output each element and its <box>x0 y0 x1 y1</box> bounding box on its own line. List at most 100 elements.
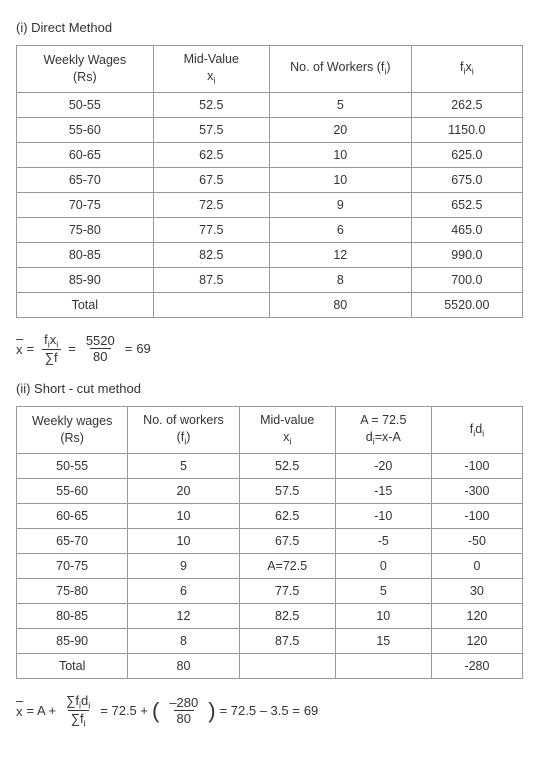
table-row: 65-701067.5-5-50 <box>17 528 523 553</box>
table-cell: 62.5 <box>153 142 269 167</box>
table-cell: 20 <box>269 117 411 142</box>
table-cell: 10 <box>269 142 411 167</box>
table-cell: -280 <box>431 653 522 678</box>
table-cell: 10 <box>128 528 239 553</box>
table-cell: 9 <box>128 553 239 578</box>
table-cell: 77.5 <box>239 578 335 603</box>
table-cell: 85-90 <box>17 628 128 653</box>
table-cell: 85-90 <box>17 267 154 292</box>
table-cell: 10 <box>128 503 239 528</box>
table-row: 70-759A=72.500 <box>17 553 523 578</box>
table-row: Total80-280 <box>17 653 523 678</box>
table-cell: 57.5 <box>153 117 269 142</box>
direct-method-formula: x = fixi ∑f = 5520 80 = 69 <box>16 332 523 366</box>
table-cell: 87.5 <box>239 628 335 653</box>
table-cell: 675.0 <box>411 167 522 192</box>
table-row: 65-7067.510675.0 <box>17 167 523 192</box>
table-cell: 12 <box>269 242 411 267</box>
table-cell: -5 <box>335 528 431 553</box>
table-cell: 82.5 <box>239 603 335 628</box>
table-cell: 20 <box>128 478 239 503</box>
table-cell: 62.5 <box>239 503 335 528</box>
table-cell: 30 <box>431 578 522 603</box>
table-cell: 60-65 <box>17 142 154 167</box>
table-row: 75-8077.56465.0 <box>17 217 523 242</box>
equals: = 72.5 + <box>100 703 148 718</box>
table-row: 60-6562.510625.0 <box>17 142 523 167</box>
table-cell: 0 <box>431 553 522 578</box>
fraction: 5520 80 <box>83 333 118 364</box>
table-row: Total805520.00 <box>17 292 523 317</box>
section-2-title: (ii) Short - cut method <box>16 381 523 396</box>
table-cell: 9 <box>269 192 411 217</box>
table-cell: 120 <box>431 628 522 653</box>
table-cell: 80-85 <box>17 603 128 628</box>
table-cell: -100 <box>431 503 522 528</box>
table-cell: 77.5 <box>153 217 269 242</box>
col-header: No. of workers(fi) <box>128 407 239 454</box>
table-cell: -20 <box>335 453 431 478</box>
table-cell: 80 <box>269 292 411 317</box>
table-cell: Total <box>17 292 154 317</box>
col-header: fixi <box>411 46 522 93</box>
col-header: Mid-Valuexi <box>153 46 269 93</box>
table-cell: Total <box>17 653 128 678</box>
table-cell: -15 <box>335 478 431 503</box>
table-cell: 700.0 <box>411 267 522 292</box>
equals: = A + <box>27 703 57 718</box>
table-header-row: Weekly wages(Rs) No. of workers(fi) Mid-… <box>17 407 523 454</box>
table-cell: 465.0 <box>411 217 522 242</box>
table-cell: 12 <box>128 603 239 628</box>
table-cell: -50 <box>431 528 522 553</box>
paren-open: ( <box>152 700 159 722</box>
table-cell: 52.5 <box>239 453 335 478</box>
table-cell: A=72.5 <box>239 553 335 578</box>
table-row: 50-5552.55262.5 <box>17 92 523 117</box>
shortcut-method-formula: x = A + ∑fidi ∑fi = 72.5 + ( –280 80 ) =… <box>16 693 523 729</box>
table-cell: 65-70 <box>17 167 154 192</box>
table-row: 80-851282.510120 <box>17 603 523 628</box>
table-cell: 70-75 <box>17 192 154 217</box>
step-text: = 72.5 – 3.5 = <box>220 703 300 718</box>
table-row: 85-90887.515120 <box>17 628 523 653</box>
table-row: 60-651062.5-10-100 <box>17 503 523 528</box>
table-cell: 0 <box>335 553 431 578</box>
col-header: fidi <box>431 407 522 454</box>
table-row: 70-7572.59652.5 <box>17 192 523 217</box>
table-row: 85-9087.58700.0 <box>17 267 523 292</box>
shortcut-method-table: Weekly wages(Rs) No. of workers(fi) Mid-… <box>16 406 523 679</box>
table-cell: -10 <box>335 503 431 528</box>
table-cell: 67.5 <box>239 528 335 553</box>
table-cell: 262.5 <box>411 92 522 117</box>
table-cell: 6 <box>269 217 411 242</box>
table-cell: -300 <box>431 478 522 503</box>
section-1-title: (i) Direct Method <box>16 20 523 35</box>
table-cell: 5 <box>269 92 411 117</box>
table-cell: 10 <box>269 167 411 192</box>
table-cell: 6 <box>128 578 239 603</box>
paren-close: ) <box>208 700 215 722</box>
result: 69 <box>304 703 318 718</box>
table-cell: 990.0 <box>411 242 522 267</box>
table-cell: 80-85 <box>17 242 154 267</box>
fraction: –280 80 <box>166 695 201 726</box>
table-cell: 8 <box>269 267 411 292</box>
table-cell: 625.0 <box>411 142 522 167</box>
table-cell: 10 <box>335 603 431 628</box>
direct-method-table: Weekly Wages(Rs) Mid-Valuexi No. of Work… <box>16 45 523 318</box>
col-header: A = 72.5di=x-A <box>335 407 431 454</box>
table-cell: 1150.0 <box>411 117 522 142</box>
equals: = <box>68 341 76 356</box>
col-header: Mid-valuexi <box>239 407 335 454</box>
fraction: ∑fidi ∑fi <box>63 693 93 729</box>
table-cell: 55-60 <box>17 478 128 503</box>
table-header-row: Weekly Wages(Rs) Mid-Valuexi No. of Work… <box>17 46 523 93</box>
table-cell <box>239 653 335 678</box>
table-cell: 55-60 <box>17 117 154 142</box>
col-header: Weekly wages(Rs) <box>17 407 128 454</box>
table-cell: 5 <box>335 578 431 603</box>
table-cell: 70-75 <box>17 553 128 578</box>
table-cell: 120 <box>431 603 522 628</box>
table-row: 50-55552.5-20-100 <box>17 453 523 478</box>
table-cell: 50-55 <box>17 92 154 117</box>
